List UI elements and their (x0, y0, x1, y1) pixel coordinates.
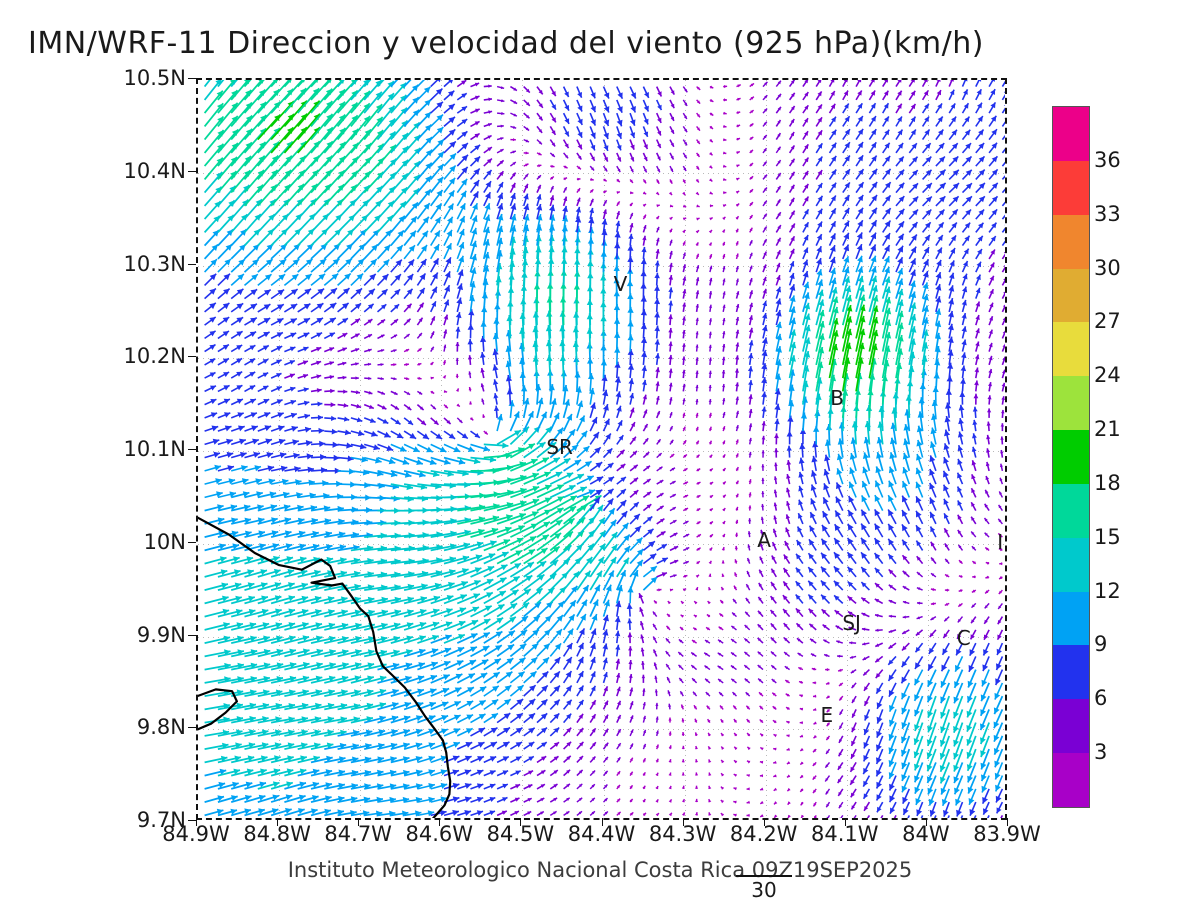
x-tick-label: 84.3W (649, 822, 717, 846)
x-tick-label: 84.6W (406, 822, 474, 846)
y-tick (188, 542, 196, 543)
colorbar-tick-label: 12 (1094, 579, 1121, 603)
y-tick-label: 10N (60, 530, 186, 554)
colorbar-tick-label: 15 (1094, 525, 1121, 549)
footer-credit: Instituto Meteorologico Nacional Costa R… (0, 858, 1200, 882)
map-panel[interactable] (196, 78, 1007, 820)
colorbar-band (1053, 430, 1089, 484)
colorbar-tick-label: 21 (1094, 417, 1121, 441)
x-tick-label: 84.2W (730, 822, 798, 846)
y-tick-label: 10.1N (60, 437, 186, 461)
x-tick-label: 84.1W (811, 822, 879, 846)
colorbar-tick-label: 24 (1094, 363, 1121, 387)
y-tick-label: 9.8N (60, 715, 186, 739)
y-tick-label: 10.2N (60, 344, 186, 368)
colorbar-band (1053, 322, 1089, 376)
x-tick-label: 84.7W (324, 822, 392, 846)
reference-vector-label: 30 (736, 878, 792, 902)
colorbar-band (1053, 645, 1089, 699)
colorbar-band (1053, 269, 1089, 323)
y-tick (188, 264, 196, 265)
colorbar-band (1053, 753, 1089, 807)
reference-vector-bar (736, 875, 792, 877)
colorbar-tick-label: 27 (1094, 309, 1121, 333)
x-tick-label: 83.9W (973, 822, 1041, 846)
y-tick (188, 356, 196, 357)
y-tick-label: 9.7N (60, 808, 186, 832)
colorbar-tick-label: 9 (1094, 632, 1107, 656)
colorbar-tick-label: 18 (1094, 471, 1121, 495)
page-title: IMN/WRF-11 Direccion y velocidad del vie… (28, 26, 984, 61)
colorbar-band (1053, 538, 1089, 592)
y-tick-label: 10.3N (60, 252, 186, 276)
y-tick (188, 78, 196, 79)
y-tick (188, 635, 196, 636)
colorbar-band (1053, 592, 1089, 646)
y-tick-label: 10.4N (60, 159, 186, 183)
colorbar-tick-label: 36 (1094, 148, 1121, 172)
y-tick (188, 820, 196, 821)
colorbar-tick-label: 3 (1094, 740, 1107, 764)
y-tick (188, 449, 196, 450)
x-tick-label: 84.5W (487, 822, 555, 846)
plot-area (196, 78, 1007, 820)
y-tick (188, 727, 196, 728)
colorbar-band (1053, 699, 1089, 753)
y-tick (188, 171, 196, 172)
coastline (198, 80, 1007, 820)
x-tick-label: 84.4W (568, 822, 636, 846)
x-tick-label: 84W (902, 822, 950, 846)
colorbar-tick-label: 30 (1094, 256, 1121, 280)
colorbar-band (1053, 107, 1089, 161)
colorbar-band (1053, 376, 1089, 430)
colorbar-band (1053, 484, 1089, 538)
colorbar-band (1053, 161, 1089, 215)
x-tick-label: 84.8W (243, 822, 311, 846)
colorbar-tick-label: 6 (1094, 686, 1107, 710)
colorbar-tick-label: 33 (1094, 202, 1121, 226)
y-tick-label: 10.5N (60, 66, 186, 90)
colorbar[interactable] (1052, 106, 1090, 808)
y-tick-label: 9.9N (60, 623, 186, 647)
colorbar-band (1053, 215, 1089, 269)
